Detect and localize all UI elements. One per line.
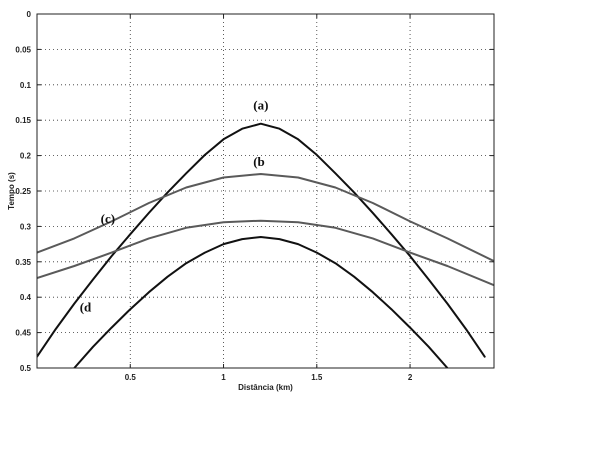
annotation-labels: (a) (b (c) (d — [80, 98, 269, 315]
y-tick-label: 0.3 — [20, 222, 32, 231]
y-tick-label: 0 — [27, 10, 32, 19]
x-tick-label: 1.5 — [311, 373, 323, 382]
curve-label-c: (c) — [101, 211, 115, 226]
x-tick-label: 1 — [221, 373, 226, 382]
curve-label-d: (d — [80, 299, 92, 314]
axis-ticks: 0 0.05 0.1 0.15 0.2 0.25 0.3 0.35 0.4 0.45 0.5 0.5 1… — [15, 10, 494, 382]
y-axis-label: Tempo (s) — [7, 172, 16, 210]
y-tick-label: 0.4 — [20, 293, 32, 302]
grid-lines — [37, 14, 494, 368]
y-tick-label: 0.1 — [20, 81, 32, 90]
series-line-d — [73, 236, 449, 368]
series-line-b — [37, 173, 494, 263]
series-line-c — [37, 219, 494, 287]
y-tick-label: 0.5 — [20, 364, 32, 373]
curve-label-a: (a) — [253, 98, 268, 113]
curve-label-b: (b — [253, 154, 265, 169]
y-tick-label: 0.25 — [15, 187, 31, 196]
x-tick-label: 0.5 — [125, 373, 137, 382]
series-line-a — [37, 122, 486, 358]
y-tick-label: 0.15 — [15, 116, 31, 125]
y-tick-label: 0.2 — [20, 152, 32, 161]
x-tick-label: 2 — [408, 373, 413, 382]
y-tick-label: 0.35 — [15, 258, 31, 267]
y-tick-label: 0.45 — [15, 329, 31, 338]
y-tick-label: 0.05 — [15, 45, 31, 54]
series-curves — [37, 122, 494, 368]
x-axis-label: Distância (km) — [238, 383, 293, 392]
